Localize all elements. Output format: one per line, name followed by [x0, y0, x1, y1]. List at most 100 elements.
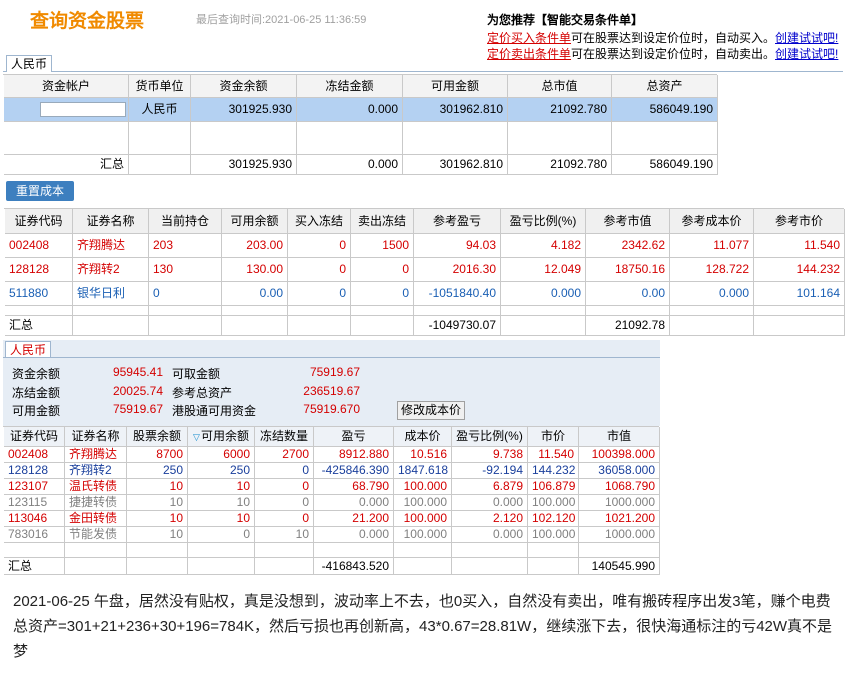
- table-cell: 123115: [4, 495, 65, 511]
- promo-text: 可在股票达到设定价位时，自动买入。: [571, 31, 776, 45]
- summary-value: 75919.67: [112, 402, 163, 416]
- table-cell: 0: [288, 258, 351, 282]
- empty-cell: [222, 306, 288, 316]
- table-cell: 21092.780: [508, 98, 612, 122]
- table-cell: 783016: [4, 527, 65, 543]
- column-header: 货币单位: [129, 75, 191, 98]
- empty-cell: [403, 122, 508, 155]
- column-header: 买入冻结: [288, 209, 351, 234]
- table-cell: 10: [127, 511, 188, 527]
- table-cell: -425846.390: [314, 463, 394, 479]
- table-cell: 1021.200: [579, 511, 660, 527]
- promo-link[interactable]: 定价卖出条件单: [487, 47, 572, 61]
- currency-tab[interactable]: 人民币: [5, 341, 51, 357]
- promo-text: 可在股票达到设定价位时，自动卖出。: [571, 47, 776, 61]
- column-header: 股票余额: [127, 427, 188, 447]
- table-cell: 21092.78: [586, 316, 670, 336]
- empty-cell: [579, 543, 660, 558]
- column-header: 资金余额: [191, 75, 297, 98]
- summary-value: 75919.670: [303, 402, 360, 416]
- table-cell: 301925.930: [191, 155, 297, 175]
- account-table: 资金帐户 货币单位 资金余额 冻结金额 可用金额 总市值 总资产 人民币 301925.930 0…: [3, 74, 718, 175]
- table-cell: 1000.000: [579, 527, 660, 543]
- column-header: 盈亏比例(%): [501, 209, 586, 234]
- app-title: 查询资金股票: [30, 11, 145, 32]
- table-cell: 100.000: [394, 527, 452, 543]
- empty-cell: [501, 306, 586, 316]
- column-header: 总资产: [612, 75, 718, 98]
- empty-cell: [129, 155, 191, 175]
- fund-panel: [3, 340, 660, 426]
- account-input[interactable]: [40, 102, 126, 117]
- table-cell: -1051840.40: [414, 282, 501, 306]
- table-cell: 140545.990: [579, 558, 660, 575]
- empty-cell: [4, 543, 65, 558]
- empty-cell: [73, 316, 149, 336]
- table-cell: 0: [351, 258, 414, 282]
- column-header: 证券名称: [73, 209, 149, 234]
- table-cell: 0: [255, 479, 314, 495]
- table-cell: 144.232: [528, 463, 579, 479]
- summary-label: 港股通可用资金: [172, 404, 257, 418]
- column-header: 可用金额: [403, 75, 508, 98]
- empty-cell: [754, 316, 845, 336]
- table-cell: 21.200: [314, 511, 394, 527]
- empty-cell: [149, 306, 222, 316]
- promo-action[interactable]: 创建试试吧!: [775, 47, 839, 61]
- column-header: 证券名称: [65, 427, 127, 447]
- table-cell: 21092.780: [508, 155, 612, 175]
- empty-cell: [5, 306, 73, 316]
- reset-cost-button[interactable]: 重置成本: [6, 181, 74, 201]
- table-cell: 汇总: [4, 155, 129, 175]
- table-cell: 节能发债: [65, 527, 127, 543]
- table-cell: 0.000: [314, 495, 394, 511]
- table-cell: -92.194: [452, 463, 528, 479]
- currency-tab[interactable]: 人民币: [6, 55, 52, 72]
- table-cell: 100.000: [394, 495, 452, 511]
- table-cell: 10.516: [394, 447, 452, 463]
- summary-label: 可取金额: [172, 367, 221, 381]
- column-header: 盈亏比例(%): [452, 427, 528, 447]
- table-cell: 0: [255, 495, 314, 511]
- column-header: 盈亏: [314, 427, 394, 447]
- table-cell: 6.879: [452, 479, 528, 495]
- column-header: 可用余额: [222, 209, 288, 234]
- empty-cell: [452, 558, 528, 575]
- table-cell: -1049730.07: [414, 316, 501, 336]
- sort-icon: ▽: [193, 432, 200, 442]
- table-cell: 齐翔转2: [73, 258, 149, 282]
- promo-line: 定价卖出条件单可在股票达到设定价位时，自动卖出。创建试试吧!: [487, 45, 838, 62]
- empty-cell: [414, 306, 501, 316]
- empty-cell: [127, 543, 188, 558]
- column-header: 冻结数量: [255, 427, 314, 447]
- empty-cell: [188, 558, 255, 575]
- empty-cell: [129, 122, 191, 155]
- table-cell: 0: [255, 511, 314, 527]
- table-cell: 6000: [188, 447, 255, 463]
- column-header: 市价: [528, 427, 579, 447]
- table-cell: 11.077: [670, 234, 754, 258]
- table-cell: 0: [288, 282, 351, 306]
- empty-cell: [222, 316, 288, 336]
- empty-cell: [508, 122, 612, 155]
- table-cell: 8912.880: [314, 447, 394, 463]
- promo-action[interactable]: 创建试试吧!: [775, 31, 839, 45]
- table-cell: 0: [351, 282, 414, 306]
- promo-link[interactable]: 定价买入条件单: [487, 31, 572, 45]
- table-cell: 10: [127, 479, 188, 495]
- table-cell: 0.000: [670, 282, 754, 306]
- table-cell: 113046: [4, 511, 65, 527]
- table-cell: 0: [149, 282, 222, 306]
- column-header: 参考市价: [754, 209, 845, 234]
- column-header: 证券代码: [4, 427, 65, 447]
- empty-cell: [188, 543, 255, 558]
- edit-cost-button[interactable]: 修改成本价: [397, 401, 465, 420]
- column-header: 资金帐户: [4, 75, 129, 98]
- table-cell: 0.000: [452, 527, 528, 543]
- table-cell: 100.000: [394, 511, 452, 527]
- table-cell: 586049.190: [612, 155, 718, 175]
- table-cell: 11.540: [754, 234, 845, 258]
- table-cell: 100.000: [528, 495, 579, 511]
- table-cell: 0.00: [586, 282, 670, 306]
